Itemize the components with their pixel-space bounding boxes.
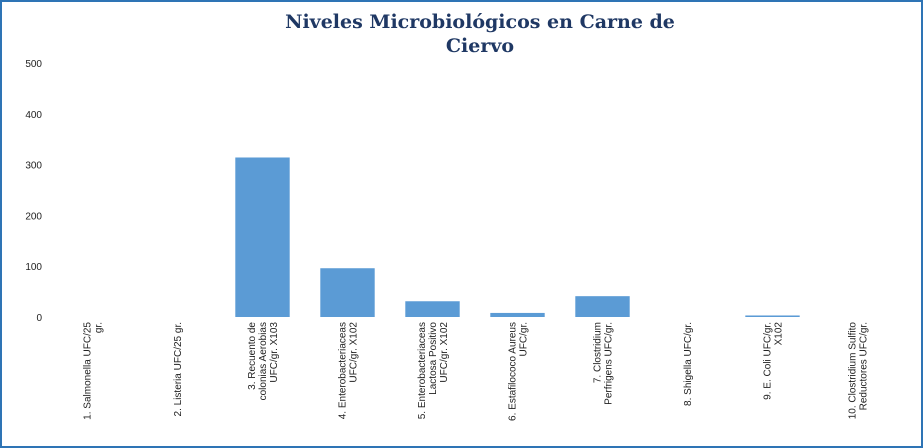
x-tick-label-line: 6. Estafilococo Aureus	[508, 322, 519, 421]
x-tick-label-line: 4. Enterobacteriaceas	[338, 322, 349, 419]
y-tick-label: 200	[25, 211, 42, 222]
bar	[575, 296, 630, 317]
x-tick-label: 7. ClostridiumPerfrigens UFC/gr.	[593, 322, 615, 405]
x-tick-label-line: UFC/gr. X103	[269, 322, 280, 383]
x-tick-label-line: gr.	[94, 322, 105, 333]
bar	[490, 312, 545, 317]
bar	[235, 157, 290, 317]
x-tick-label-line: 3. Recuento de	[247, 322, 258, 390]
x-tick-label: 1. Salmonella UFC/25gr.	[83, 322, 105, 420]
y-tick-label: 0	[36, 313, 42, 324]
x-tick-label-line: Perfrigens UFC/gr.	[604, 322, 615, 405]
x-tick-label-line: 5. Enterobacteriaceas	[417, 322, 428, 419]
chart-title: Niveles Microbiológicos en Carne de	[285, 11, 675, 33]
chart-title: Ciervo	[446, 35, 514, 57]
y-tick-label: 500	[25, 59, 42, 70]
y-tick-label: 100	[25, 262, 42, 273]
x-tick-label-line: Lactosa Positivo	[428, 322, 439, 395]
x-tick-label: 10. Clostridium SulfitoReductores UFC/gr…	[848, 322, 870, 420]
x-tick-label: 2. Listeria UFC/25 gr.	[173, 322, 184, 416]
x-tick-label: 3. Recuento decolonias AerobiasUFC/gr. X…	[247, 322, 280, 401]
x-tick-label-line: 2. Listeria UFC/25 gr.	[173, 322, 184, 416]
x-tick-label-line: 10. Clostridium Sulfito	[848, 322, 859, 420]
x-tick-label-line: colonias Aerobias	[258, 322, 269, 400]
x-tick-label-line: UFC/gr.	[519, 322, 530, 356]
x-tick-label-line: 1. Salmonella UFC/25	[83, 322, 94, 420]
y-tick-label: 400	[25, 110, 42, 121]
x-tick-label: 5. EnterobacteriaceasLactosa PositivoUFC…	[417, 322, 450, 420]
bar	[320, 268, 375, 317]
x-tick-label: 6. Estafilococo AureusUFC/gr.	[508, 322, 530, 421]
x-tick-label-line: UFC/gr. X102	[439, 322, 450, 383]
x-tick-label-line: UFC/gr. X102	[349, 322, 360, 383]
x-tick-label: 8. Shigella UFC/gr.	[683, 322, 694, 406]
x-tick-label-line: X102	[774, 322, 785, 346]
x-tick-label: 9. E. Coli UFC/gr.X102	[763, 322, 785, 400]
x-tick-label-line: 7. Clostridium	[593, 322, 604, 383]
y-tick-label: 300	[25, 161, 42, 172]
bar	[745, 315, 800, 317]
x-tick-label-line: 8. Shigella UFC/gr.	[683, 322, 694, 406]
x-tick-label-line: 9. E. Coli UFC/gr.	[763, 322, 774, 400]
x-tick-label-line: Reductores UFC/gr.	[859, 322, 870, 410]
bar	[405, 301, 460, 317]
x-tick-label: 4. EnterobacteriaceasUFC/gr. X102	[338, 322, 360, 420]
